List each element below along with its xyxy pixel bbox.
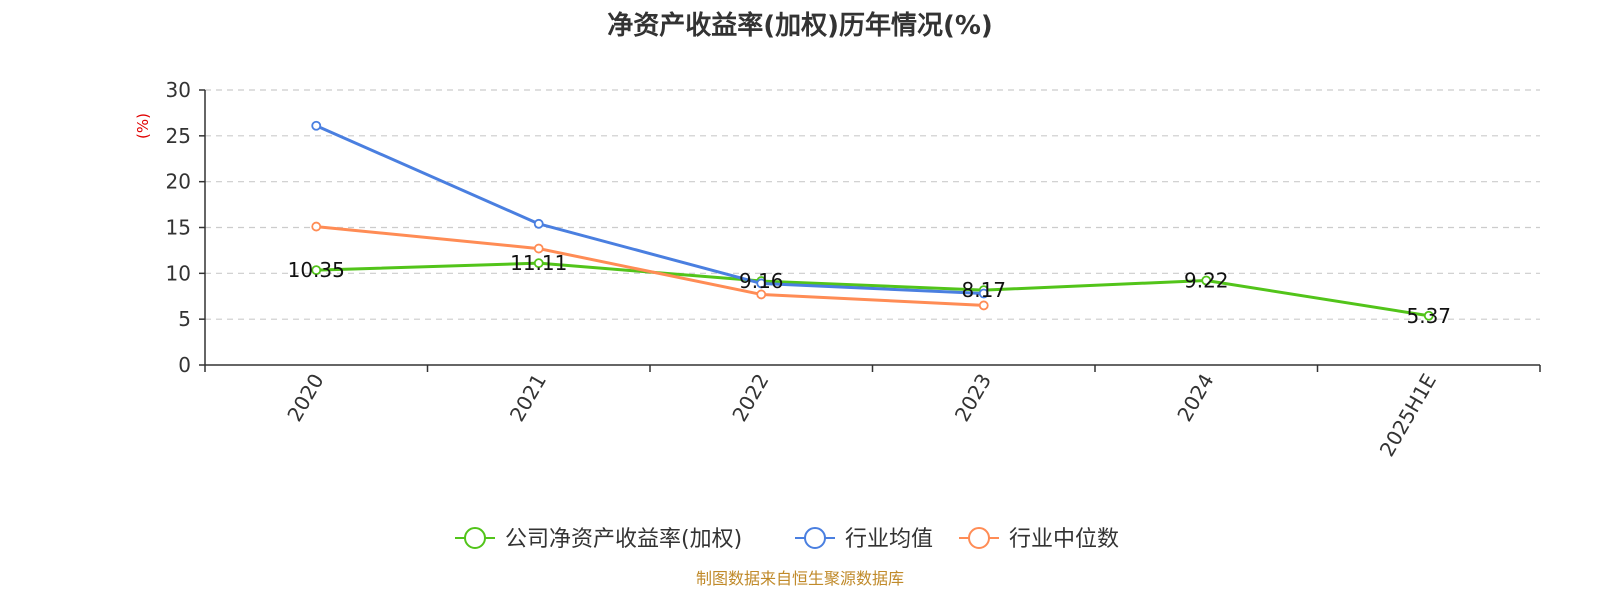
y-tick-label: 5 <box>178 307 191 331</box>
data-point <box>533 243 544 254</box>
x-tick-label: 2020 <box>282 370 328 426</box>
data-label: 9.22 <box>1184 268 1229 292</box>
data-point <box>756 289 767 300</box>
data-point <box>756 278 767 289</box>
data-point <box>978 288 989 299</box>
data-point <box>1423 310 1434 321</box>
series-line <box>316 261 1429 318</box>
y-tick-label: 10 <box>166 261 191 285</box>
data-point <box>1201 275 1212 286</box>
y-tick-label: 20 <box>166 170 191 194</box>
data-point <box>311 120 322 131</box>
data-point <box>533 258 544 269</box>
grid-lines <box>205 89 1540 320</box>
x-tick-label: 2025H1E <box>1375 370 1441 461</box>
series-line <box>316 225 984 307</box>
legend-marker-icon <box>804 527 826 549</box>
data-point <box>311 221 322 232</box>
legend-marker-icon <box>968 527 990 549</box>
data-label: 8.17 <box>961 278 1006 302</box>
y-tick-label: 25 <box>166 124 191 148</box>
source-note: 制图数据来自恒生聚源数据库 <box>696 569 904 588</box>
y-tick-label: 30 <box>166 78 191 102</box>
series-line <box>315 124 984 295</box>
data-label: 10.35 <box>288 258 345 282</box>
x-tick-label: 2024 <box>1172 370 1218 426</box>
data-point <box>978 300 989 311</box>
legend: 公司净资产收益率(加权) 行业均值 行业中位数 <box>455 527 1119 552</box>
x-tick-label: 2021 <box>505 370 551 426</box>
y-tick-label: 0 <box>178 353 191 377</box>
legend-label: 行业中位数 <box>1009 527 1119 552</box>
data-label: 11.11 <box>510 251 567 275</box>
chart-title: 净资产收益率(加权)历年情况(%) <box>607 10 993 41</box>
legend-label: 公司净资产收益率(加权) <box>505 527 742 552</box>
data-label: 5.37 <box>1406 304 1451 328</box>
data-point <box>533 218 544 229</box>
x-tick-label: 2022 <box>727 370 773 426</box>
legend-label: 行业均值 <box>845 527 933 552</box>
data-label: 9.16 <box>739 269 784 293</box>
data-labels: 10.35 11.11 9.16 8.17 9.22 5.37 <box>288 251 1451 328</box>
x-tick-label: 2023 <box>950 370 996 426</box>
series-lines <box>311 120 1434 321</box>
y-axis-label: (%) <box>134 113 152 139</box>
legend-marker-icon <box>464 527 486 549</box>
data-point <box>311 265 322 276</box>
y-tick-label: 15 <box>166 216 191 240</box>
